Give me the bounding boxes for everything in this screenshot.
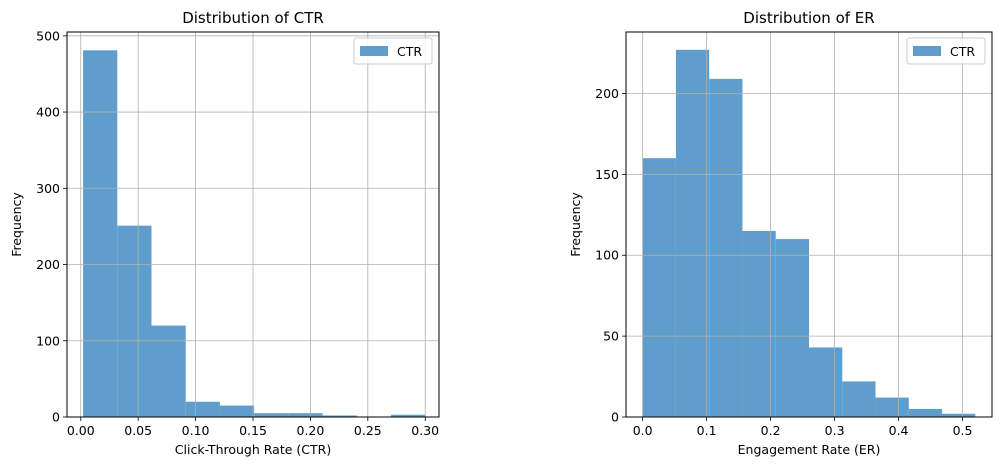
ctr-x-tick-label: 0.30 xyxy=(411,423,439,438)
er-y-tick-label: 150 xyxy=(595,167,619,182)
ctr-histogram-bar xyxy=(391,414,426,417)
ctr-x-tick-label: 0.20 xyxy=(296,423,324,438)
ctr-histogram-bar xyxy=(151,325,186,417)
er-legend-label: CTR xyxy=(950,44,975,59)
ctr-y-tick-label: 400 xyxy=(36,105,60,120)
er-histogram-bar xyxy=(675,49,710,417)
ctr-y-tick-label: 300 xyxy=(36,181,60,196)
er-plot-frame xyxy=(625,31,993,418)
er-y-axis-label: Frequency xyxy=(568,192,583,257)
er-chart-title: Distribution of ER xyxy=(743,9,874,27)
er-legend-swatch xyxy=(913,46,941,56)
er-x-tick-label: 0.0 xyxy=(633,423,653,438)
er-y-tick-label: 200 xyxy=(595,86,619,101)
ctr-y-tick-label: 0 xyxy=(52,410,60,425)
ctr-x-tick-label: 0.10 xyxy=(182,423,210,438)
ctr-legend: CTR xyxy=(353,37,433,65)
er-histogram-bar xyxy=(908,408,943,417)
er-histogram-bar xyxy=(742,230,776,417)
ctr-histogram: 0.00 0.05 0.10 0.15 0.20 0.25 0.30 0 100 200 300 40… xyxy=(9,9,440,457)
ctr-x-tick-label: 0.05 xyxy=(124,423,152,438)
ctr-x-tick-label: 0.00 xyxy=(67,423,95,438)
er-legend: CTR xyxy=(906,37,986,65)
er-x-tick-label: 0.1 xyxy=(697,423,717,438)
er-x-tick-label: 0.3 xyxy=(825,423,845,438)
er-y-tick-label: 0 xyxy=(611,410,619,425)
er-legend-box xyxy=(906,37,986,65)
er-histogram-bar xyxy=(775,239,809,417)
ctr-x-axis-label: Click-Through Rate (CTR) xyxy=(175,442,331,457)
ctr-y-tick-label: 200 xyxy=(36,257,60,272)
ctr-x-tick-label: 0.15 xyxy=(239,423,267,438)
er-y-tick-label: 100 xyxy=(595,248,619,263)
ctr-chart-title: Distribution of CTR xyxy=(182,9,324,27)
er-histogram-bar xyxy=(809,347,843,417)
ctr-legend-swatch xyxy=(360,46,388,56)
ctr-histogram-bar xyxy=(288,413,323,417)
ctr-legend-label: CTR xyxy=(397,44,422,59)
er-x-tick-label: 0.2 xyxy=(761,423,781,438)
er-histogram-bar xyxy=(875,397,909,417)
er-x-axis-label: Engagement Rate (ER) xyxy=(738,442,881,457)
ctr-histogram-bar xyxy=(117,225,152,417)
er-histogram-bar xyxy=(842,381,876,417)
er-histogram-bar xyxy=(942,413,976,417)
ctr-ticks: 0.00 0.05 0.10 0.15 0.20 0.25 0.30 0 100 200 300 40… xyxy=(36,28,439,438)
er-bars xyxy=(626,32,992,418)
er-x-tick-label: 0.4 xyxy=(889,423,909,438)
ctr-histogram-bar xyxy=(185,401,220,417)
ctr-y-tick-label: 500 xyxy=(36,28,60,43)
er-y-tick-label: 50 xyxy=(603,329,619,344)
er-histogram-bar xyxy=(642,158,676,418)
ctr-histogram-bar xyxy=(322,415,357,417)
ctr-legend-box xyxy=(353,37,433,65)
ctr-x-tick-label: 0.25 xyxy=(354,423,382,438)
er-x-tick-label: 0.5 xyxy=(953,423,973,438)
er-histogram-bar xyxy=(709,78,743,417)
ctr-y-axis-label: Frequency xyxy=(9,192,24,257)
ctr-histogram-bar xyxy=(219,405,255,417)
ctr-bars xyxy=(67,32,439,418)
ctr-histogram-bar xyxy=(254,413,289,417)
ctr-y-tick-label: 100 xyxy=(36,333,60,348)
ctr-histogram-bar xyxy=(83,50,118,418)
er-histogram: 0.0 0.1 0.2 0.3 0.4 0.5 0 50 100 150 200 Distribut… xyxy=(568,9,993,457)
er-ticks: 0.0 0.1 0.2 0.3 0.4 0.5 0 50 100 150 200 xyxy=(595,86,972,438)
